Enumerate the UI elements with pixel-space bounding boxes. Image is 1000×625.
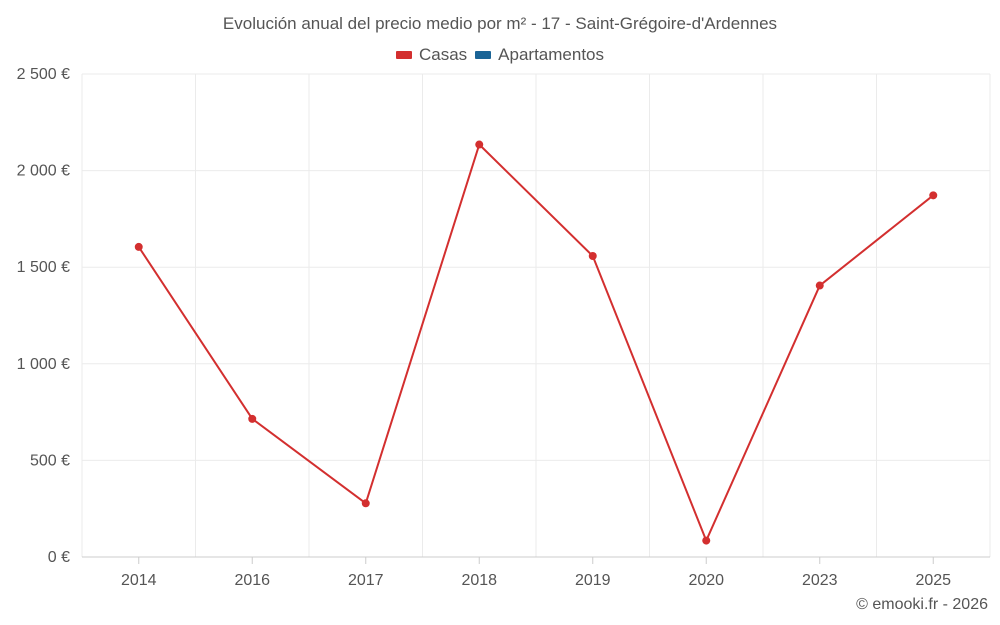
x-tick-label-1: 2016 — [234, 572, 270, 589]
legend-label-apartamentos: Apartamentos — [498, 45, 605, 64]
data-point-casas-2014[interactable] — [134, 242, 143, 251]
data-point-casas-2025[interactable] — [929, 191, 938, 200]
data-point-casas-2017[interactable] — [361, 499, 370, 508]
x-tick-label-5: 2020 — [688, 572, 724, 589]
x-tick-label-7: 2025 — [915, 572, 951, 589]
x-tick-label-2: 2017 — [348, 572, 384, 589]
legend-label-casas: Casas — [418, 45, 468, 64]
x-tick-label-0: 2014 — [121, 572, 157, 589]
y-axis-tick-labels: 0 € 500 € 1 000 € 1 500 € 2 000 € 2 500 € — [17, 66, 70, 566]
y-tick-label-5: 2 500 € — [17, 66, 70, 83]
x-axis-tick-labels: 2014 2016 2017 2018 2019 2020 2023 2025 — [121, 572, 951, 589]
series-group — [134, 140, 938, 545]
legend-item-apartamentos[interactable]: Apartamentos — [475, 45, 604, 65]
y-tick-label-0: 0 € — [48, 549, 70, 566]
y-tick-label-4: 2 000 € — [17, 163, 70, 180]
grid — [81, 73, 991, 557]
x-tick-label-6: 2023 — [802, 572, 838, 589]
y-tick-label-1: 500 € — [30, 452, 70, 469]
legend-swatch-casas — [395, 51, 412, 59]
legend-swatch-apartamentos — [475, 51, 492, 59]
series-line-casas — [137, 143, 934, 542]
axes — [82, 556, 990, 564]
legend: Casas Apartamentos — [0, 45, 1000, 65]
y-tick-label-3: 1 500 € — [17, 259, 70, 276]
data-point-casas-2018[interactable] — [475, 140, 484, 149]
y-tick-label-2: 1 000 € — [17, 356, 70, 373]
x-tick-label-4: 2019 — [575, 572, 611, 589]
data-point-casas-2023[interactable] — [815, 281, 824, 290]
data-point-casas-2020[interactable] — [702, 536, 711, 545]
chart-title: Evolución anual del precio medio por m² … — [222, 14, 778, 33]
data-point-casas-2016[interactable] — [248, 414, 257, 423]
legend-item-casas[interactable]: Casas — [395, 45, 468, 65]
credit-text: © emooki.fr - 2026 — [856, 596, 988, 613]
data-point-casas-2019[interactable] — [588, 251, 597, 260]
x-tick-label-3: 2018 — [461, 572, 497, 589]
